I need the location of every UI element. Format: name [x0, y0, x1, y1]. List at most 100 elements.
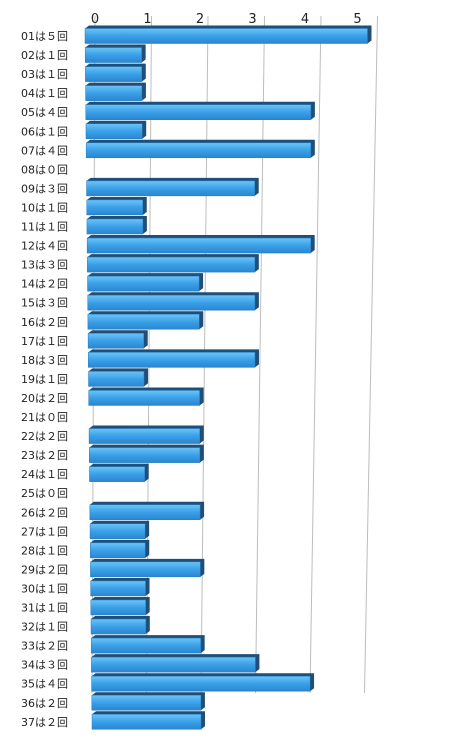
category-label: 21は０回 [21, 411, 68, 424]
category-label: 17は１回 [21, 335, 68, 348]
category-label: 14は２回 [21, 278, 68, 291]
bar [84, 44, 146, 63]
bar [91, 654, 260, 673]
bar-face [90, 561, 201, 578]
bar-face [84, 47, 142, 63]
x-tick-label: 0 [91, 12, 99, 27]
bar [90, 539, 150, 559]
bar [90, 558, 205, 578]
bar-face [85, 104, 312, 120]
x-tick-label: 4 [301, 12, 309, 27]
category-label: 10は１回 [21, 201, 68, 214]
category-label: 25は０回 [21, 487, 68, 500]
bar [85, 139, 315, 159]
category-label: 07は４回 [21, 144, 68, 157]
bar-face [89, 466, 145, 482]
category-label: 30は１回 [21, 582, 68, 595]
category-label: 18は３回 [21, 354, 68, 367]
category-label: 24は１回 [21, 468, 68, 481]
category-label: 34は３回 [21, 659, 68, 672]
bar-face [88, 371, 145, 387]
category-label: 29は２回 [21, 563, 68, 576]
bar-face [91, 695, 202, 711]
category-label: 27は１回 [21, 525, 68, 538]
bar [90, 635, 205, 654]
category-label: 04は１回 [21, 87, 68, 100]
category-label: 15は３回 [21, 297, 68, 310]
bar-face [87, 333, 144, 349]
grid-line [364, 15, 378, 694]
x-tick-label: 5 [353, 12, 361, 27]
bar-face [85, 142, 312, 159]
bar-face [86, 218, 144, 235]
bar [85, 101, 315, 120]
bar [86, 177, 259, 197]
bar-face [86, 237, 311, 254]
bar-face [86, 180, 255, 197]
bar [91, 673, 315, 692]
bar-face [87, 314, 200, 330]
bar [85, 63, 146, 82]
bar-face [87, 294, 256, 311]
category-label: 05は４回 [21, 106, 68, 119]
category-label: 02は１回 [21, 49, 68, 62]
category-label: 33は２回 [21, 640, 68, 653]
category-label: 08は０回 [21, 163, 68, 176]
bar [91, 692, 205, 711]
bar-face [84, 28, 368, 44]
bar [87, 292, 259, 311]
bar-face [88, 352, 256, 368]
bar [86, 235, 315, 254]
category-label: 16は２回 [21, 316, 68, 329]
category-label: 37は２回 [21, 716, 68, 729]
bar-face [89, 447, 201, 463]
bar-face [91, 675, 311, 692]
bar [86, 216, 147, 235]
bar-face [88, 428, 200, 444]
bar [89, 444, 204, 463]
bar [84, 25, 372, 44]
bar-face [90, 580, 146, 597]
bar-face [85, 85, 143, 101]
category-label: 35は４回 [21, 678, 68, 691]
bar [88, 349, 259, 368]
bar [85, 120, 147, 139]
grid-line [309, 15, 322, 694]
bar [85, 82, 146, 101]
bar [90, 597, 150, 616]
bar [89, 501, 205, 520]
bar [87, 330, 148, 349]
bar [91, 711, 205, 730]
category-label: 23は２回 [21, 449, 68, 462]
grid-line [255, 15, 265, 694]
bar-face [90, 542, 146, 559]
bar-face [89, 523, 146, 540]
x-tick-label: 3 [248, 12, 256, 27]
x-tick-label: 2 [196, 12, 204, 27]
bar [87, 311, 204, 330]
bar-face [91, 656, 256, 673]
bar-face [90, 599, 146, 616]
category-label: 09は３回 [21, 182, 68, 195]
x-tick-label: 1 [143, 12, 151, 27]
bar-face [90, 618, 147, 635]
bar [87, 273, 204, 292]
bar [89, 520, 150, 540]
bar-face [87, 256, 256, 273]
bar [87, 254, 259, 273]
category-label: 06は１回 [21, 125, 68, 138]
category-label: 01は５回 [21, 30, 68, 43]
bar-face [86, 199, 143, 216]
bar-face [88, 390, 200, 406]
bar [88, 387, 204, 406]
bar-face [91, 714, 202, 730]
category-label: 28は１回 [21, 544, 68, 557]
bar-face [87, 275, 200, 292]
bar-face [90, 637, 201, 654]
bar-face [85, 123, 143, 139]
category-label: 12は４回 [21, 240, 68, 253]
category-label: 13は３回 [21, 259, 68, 272]
bar [90, 616, 150, 635]
category-label: 36は２回 [21, 697, 68, 710]
